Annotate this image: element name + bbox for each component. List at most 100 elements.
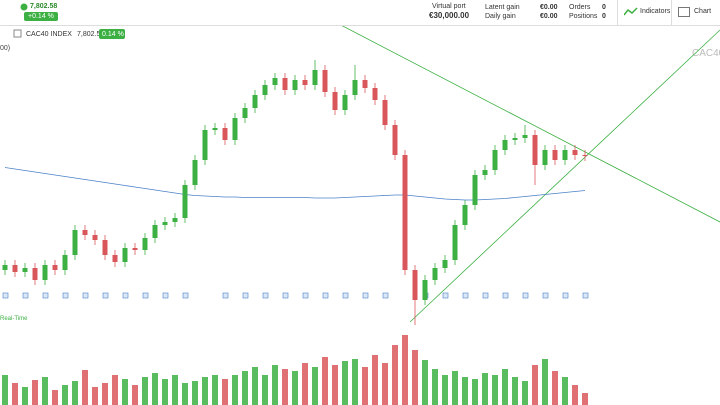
candle-body <box>312 70 318 85</box>
candle-body <box>452 225 458 260</box>
icon <box>624 7 638 16</box>
volume-bar <box>472 379 478 405</box>
candle-body <box>2 265 8 270</box>
candle-body <box>392 125 398 155</box>
volume-bar <box>522 381 528 405</box>
candle-body <box>492 150 498 170</box>
volume-bar <box>302 363 308 405</box>
candle-body <box>22 268 28 272</box>
volume-bar <box>22 387 28 405</box>
status-dot <box>20 3 28 11</box>
value: 0 <box>602 4 606 11</box>
volume-bar <box>82 370 88 405</box>
candle-body <box>122 248 128 262</box>
candle-body <box>222 128 228 140</box>
candle-body <box>532 135 538 165</box>
candle-body <box>432 268 438 280</box>
volume-bar <box>12 383 18 405</box>
chart: 00) CAC40 INDEX 7,802.58 0.14 % CAC40 Re… <box>0 26 720 405</box>
real-time: Real-Time <box>0 316 28 322</box>
volume-bar <box>352 359 358 405</box>
candle-body <box>472 175 478 205</box>
candle-body <box>502 140 508 150</box>
candle-body <box>182 185 188 218</box>
volume-bar <box>512 377 518 405</box>
label: Orders <box>569 4 591 11</box>
label: Daily gain <box>485 13 516 20</box>
value: €0.00 <box>540 4 558 11</box>
chart-button[interactable]: Chart <box>671 0 720 25</box>
watermark: CAC40 <box>692 48 720 59</box>
volume-bar <box>332 365 338 405</box>
candle-body <box>192 160 198 185</box>
value: €0.00 <box>540 13 558 20</box>
candle-body <box>282 78 288 90</box>
volume-bar <box>282 369 288 405</box>
volume-bar <box>292 371 298 405</box>
volume-bar <box>192 381 198 405</box>
volume-bar <box>232 375 238 405</box>
volume-bar <box>92 387 98 405</box>
candle-body <box>62 255 68 270</box>
candle-body <box>352 80 358 95</box>
volume-bar <box>2 375 8 405</box>
change: 0.14 % <box>102 31 124 38</box>
volume-bar <box>462 377 468 405</box>
volume-bar <box>122 379 128 405</box>
volume-bar <box>392 345 398 405</box>
volume-bar <box>372 355 378 405</box>
candle-body <box>32 268 38 280</box>
candle-body <box>482 170 488 175</box>
volume-bar <box>482 373 488 405</box>
top-bar: 7,802.58 +0.14 % Virtual port €30,000.00… <box>0 0 720 26</box>
candle-body <box>402 155 408 270</box>
candle-body <box>262 85 268 95</box>
volume-bar <box>502 369 508 405</box>
event-marker <box>522 292 529 299</box>
candle-body <box>512 138 518 140</box>
candle-body <box>112 255 118 262</box>
volume-bar <box>72 381 78 405</box>
candle-body <box>322 70 328 92</box>
price: 7,802.58 <box>30 3 58 10</box>
icon <box>678 7 690 17</box>
volume-bar <box>252 367 258 405</box>
volume-bar <box>322 357 328 405</box>
change-badge <box>99 29 125 39</box>
candle-body <box>342 95 348 110</box>
event-marker <box>502 292 509 299</box>
event-marker <box>302 292 309 299</box>
button-label: Chart <box>694 8 712 15</box>
volume-bar <box>552 371 558 405</box>
trend-line <box>409 29 720 323</box>
candle-body <box>132 248 138 250</box>
volume-bar <box>212 375 218 405</box>
candle-body <box>412 270 418 300</box>
candle-body <box>462 205 468 225</box>
event-marker <box>322 292 329 299</box>
button-label: Indicators <box>640 8 671 15</box>
volume-bar <box>442 375 448 405</box>
candle-body <box>522 135 528 138</box>
event-marker <box>462 292 469 299</box>
event-marker <box>62 292 69 299</box>
volume-bar <box>422 360 428 405</box>
candle-body <box>202 130 208 160</box>
candle-body <box>102 240 108 255</box>
event-marker <box>82 292 89 299</box>
event-marker <box>22 292 29 299</box>
indicators-button[interactable]: Indicators <box>617 0 671 25</box>
trend-line <box>341 26 720 223</box>
volume-bar <box>542 359 548 405</box>
volume-bar <box>452 371 458 405</box>
event-marker <box>542 292 549 299</box>
event-marker <box>582 292 589 299</box>
volume-bar <box>182 383 188 405</box>
candle-body <box>212 128 218 130</box>
volume-bar <box>42 377 48 405</box>
candle-body <box>562 150 568 160</box>
event-marker <box>102 292 109 299</box>
value: 0 <box>602 13 606 20</box>
legend-fragment: 00) <box>0 45 10 52</box>
